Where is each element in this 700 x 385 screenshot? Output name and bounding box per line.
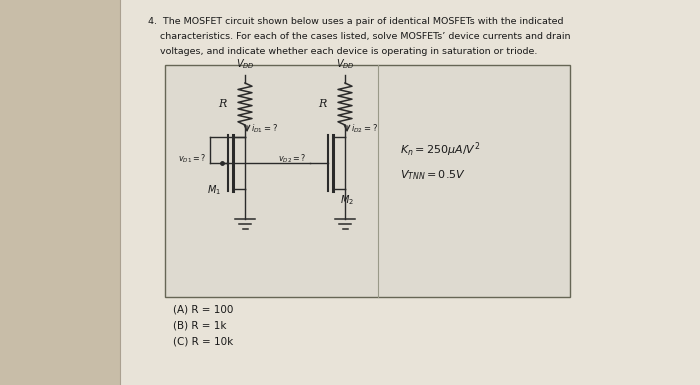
Text: $M_2$: $M_2$	[340, 193, 354, 207]
Text: $V_{DD}$: $V_{DD}$	[335, 57, 354, 71]
Text: (C) R = 10k: (C) R = 10k	[173, 337, 233, 347]
Text: $V_{DD}$: $V_{DD}$	[236, 57, 254, 71]
Text: $K_n = 250\mu A/ V^2$: $K_n = 250\mu A/ V^2$	[400, 141, 480, 159]
Text: R: R	[218, 99, 227, 109]
Text: voltages, and indicate whether each device is operating in saturation or triode.: voltages, and indicate whether each devi…	[160, 47, 538, 56]
Text: (B) R = 1k: (B) R = 1k	[173, 321, 227, 331]
Text: $i_{D1}=?$: $i_{D1}=?$	[251, 123, 278, 135]
Text: characteristics. For each of the cases listed, solve MOSFETs’ device currents an: characteristics. For each of the cases l…	[160, 32, 570, 41]
Text: $v_{D1}=?$: $v_{D1}=?$	[178, 153, 206, 165]
Text: $V_{TNN} = 0.5V$: $V_{TNN} = 0.5V$	[400, 168, 466, 182]
Text: $i_{D2}=?$: $i_{D2}=?$	[351, 123, 378, 135]
Text: $v_{D2}=?$: $v_{D2}=?$	[278, 153, 306, 165]
Text: R: R	[318, 99, 327, 109]
Text: 4.  The MOSFET circuit shown below uses a pair of identical MOSFETs with the ind: 4. The MOSFET circuit shown below uses a…	[148, 17, 564, 26]
FancyBboxPatch shape	[165, 65, 570, 297]
Text: (A) R = 100: (A) R = 100	[173, 305, 233, 315]
FancyBboxPatch shape	[120, 0, 700, 385]
Text: $M_1$: $M_1$	[207, 183, 221, 197]
